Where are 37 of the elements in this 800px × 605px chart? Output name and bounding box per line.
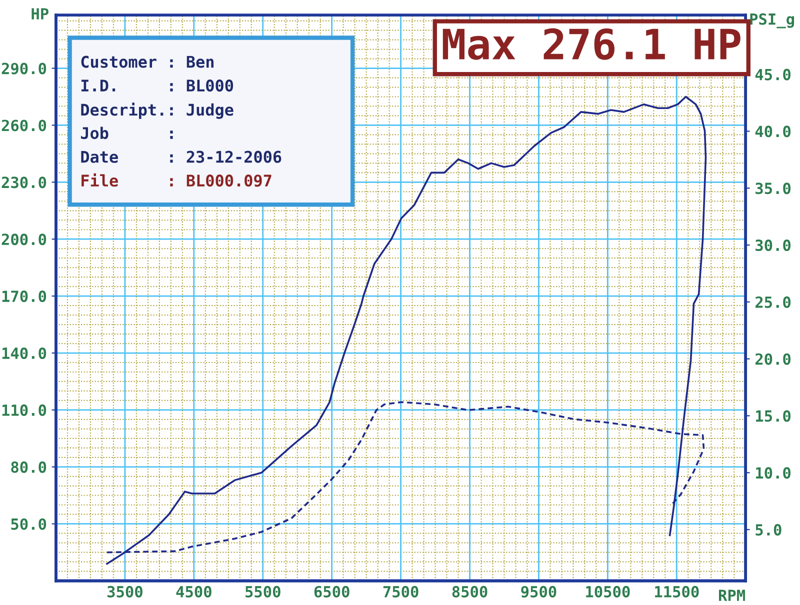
y2-axis-title: PSI_g bbox=[750, 13, 794, 28]
x-tick-label: 8500 bbox=[452, 586, 488, 598]
y-tick-label: 260.0 bbox=[2, 120, 46, 132]
y-tick-label: 50.0 bbox=[11, 518, 46, 530]
y-tick-label: 140.0 bbox=[2, 347, 46, 360]
annotation: I.D. : BL000 bbox=[81, 80, 234, 92]
y2-tick-label: 20.0 bbox=[755, 353, 791, 365]
y-tick-label: 110.0 bbox=[2, 404, 46, 416]
y-axis-title: HP bbox=[32, 8, 48, 20]
y2-tick-label: 35.0 bbox=[756, 182, 791, 194]
x-tick-label: 7500 bbox=[383, 586, 418, 598]
y2-tick-label: 40.0 bbox=[755, 126, 791, 138]
y-tick-label: 290.0 bbox=[2, 62, 46, 74]
x-tick-label: 9500 bbox=[521, 586, 556, 598]
annotation: Customer : Ben bbox=[81, 56, 214, 68]
x-tick-label: 6500 bbox=[314, 586, 350, 598]
x-axis-title: RPM bbox=[719, 590, 745, 601]
y-tick-label: 200.0 bbox=[2, 234, 46, 246]
x-tick-label: 4500 bbox=[176, 586, 212, 598]
x-tick-label: 11500 bbox=[655, 586, 699, 598]
y2-tick-label: 45.0 bbox=[755, 68, 791, 80]
y-tick-label: 230.0 bbox=[2, 176, 46, 188]
y2-tick-label: 25.0 bbox=[755, 296, 791, 308]
annotation: Max 276.1 HP bbox=[442, 28, 740, 60]
annotation: Job : bbox=[80, 126, 173, 140]
y-tick-label: 170.0 bbox=[2, 290, 46, 302]
y-tick-label: 80.0 bbox=[11, 461, 46, 473]
y2-tick-label: 5.0 bbox=[756, 524, 782, 536]
annotation: Date : 23-12-2006 bbox=[81, 150, 282, 163]
y2-tick-label: 30.0 bbox=[756, 240, 791, 252]
x-tick-label: 10500 bbox=[586, 586, 630, 598]
annotation: File : BL000.097 bbox=[82, 173, 272, 187]
x-tick-label: 3500 bbox=[108, 586, 142, 598]
x-tick-label: 5500 bbox=[246, 586, 280, 598]
annotation: Descript.: Judge bbox=[81, 102, 234, 119]
y2-tick-label: 15.0 bbox=[756, 410, 791, 422]
y2-tick-label: 10.0 bbox=[756, 467, 791, 479]
